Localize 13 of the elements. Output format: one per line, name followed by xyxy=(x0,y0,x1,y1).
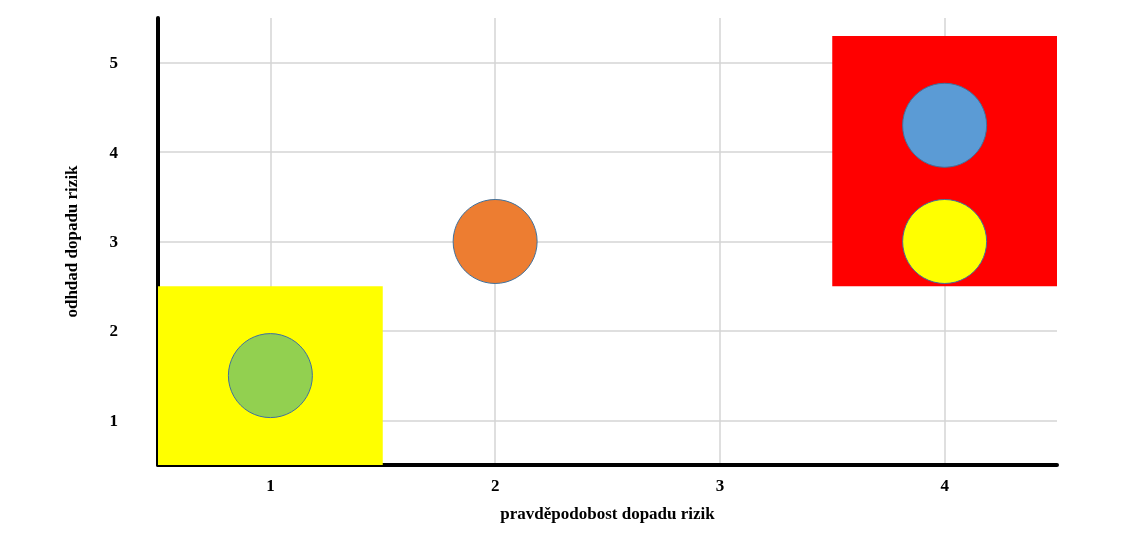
y-tick-label: 4 xyxy=(109,142,119,162)
x-tick-label: 2 xyxy=(490,476,500,495)
y-tick-label: 1 xyxy=(109,410,118,430)
y-axis-title: odhdad dopadu rizik xyxy=(62,164,81,318)
point xyxy=(902,199,988,284)
y-tick-label: 3 xyxy=(109,232,118,251)
x-tick-label: 3 xyxy=(715,476,725,495)
x-tick-label: 4 xyxy=(940,476,950,495)
x-axis-title: pravděpodobost dopadu rizik xyxy=(500,504,716,523)
point xyxy=(452,199,538,284)
y-tick-label: 5 xyxy=(109,53,118,73)
x-tick-label: 1 xyxy=(266,476,275,495)
y-tick-label: 2 xyxy=(109,321,118,341)
